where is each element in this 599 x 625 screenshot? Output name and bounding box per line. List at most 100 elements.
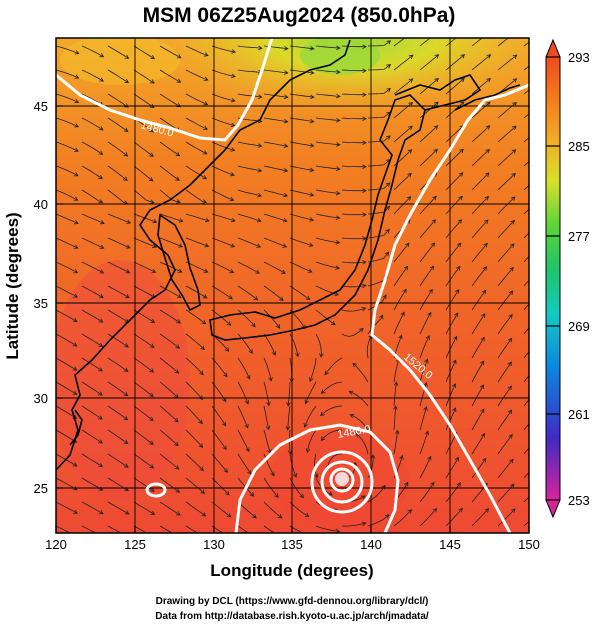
streamline (211, 501, 232, 518)
streamline (237, 237, 261, 248)
streamline (107, 141, 128, 157)
streamline (349, 391, 369, 407)
streamline-arrow (510, 219, 515, 225)
streamline (81, 429, 103, 444)
streamline (315, 285, 339, 296)
streamline (263, 237, 287, 248)
x-tick-label: 140 (360, 537, 382, 552)
streamline (367, 514, 390, 527)
streamline (289, 141, 314, 147)
streamline (471, 360, 485, 383)
streamline (237, 189, 262, 197)
streamline (56, 357, 77, 371)
streamline (341, 261, 366, 264)
streamline (445, 196, 463, 215)
streamline (367, 251, 390, 263)
streamline-arrow (307, 268, 313, 273)
streamline-arrow (456, 265, 461, 271)
streamline-arrow (231, 73, 236, 79)
streamline-arrow (511, 149, 517, 154)
streamline (307, 429, 317, 453)
streamline (341, 189, 367, 192)
streamline (133, 93, 155, 108)
streamline (133, 141, 154, 157)
streamline (185, 357, 204, 375)
streamline (445, 54, 465, 71)
streamline (315, 333, 322, 358)
streamline-arrow (313, 473, 319, 479)
streamline (523, 327, 529, 335)
streamline-arrow (74, 123, 80, 128)
streamline (56, 93, 79, 103)
streamline (211, 213, 236, 222)
streamline-arrow (385, 182, 391, 187)
streamline (419, 265, 434, 287)
streamline-arrow (73, 172, 79, 177)
typhoon-ring-outer (310, 450, 374, 514)
streamline-arrow (309, 46, 315, 51)
streamline-arrow (74, 147, 79, 152)
streamline-arrow (176, 319, 181, 324)
streamline-arrow (230, 172, 235, 177)
streamline-arrow (99, 510, 104, 515)
streamline-arrow (309, 167, 315, 173)
streamline (393, 312, 405, 335)
streamline (471, 101, 491, 119)
streamline-arrow (150, 55, 156, 60)
streamline (471, 508, 489, 527)
streamline (523, 41, 529, 47)
streamline-arrow (149, 199, 155, 204)
x-tick-label: 150 (518, 537, 540, 552)
streamline (497, 173, 516, 191)
streamline (81, 381, 103, 396)
streamline (393, 382, 397, 407)
streamline-arrow (480, 360, 485, 366)
streamline-arrow (362, 164, 367, 169)
streamline-arrow (98, 391, 103, 396)
streamline (133, 237, 157, 248)
streamline-arrow (228, 535, 232, 539)
streamline (107, 165, 128, 181)
streamline (393, 196, 411, 215)
streamline (352, 363, 369, 383)
streamline-arrow (536, 436, 540, 440)
streamline-arrow (222, 397, 227, 403)
streamline (211, 357, 228, 377)
streamline-arrow (73, 244, 79, 249)
streamline (497, 125, 517, 143)
streamline (237, 45, 262, 49)
streamline-arrow (458, 507, 463, 513)
streamline (107, 213, 131, 224)
streamline-arrow (461, 31, 465, 35)
streamline (445, 482, 461, 503)
streamline (211, 165, 235, 176)
streamline-arrow (336, 69, 341, 75)
streamline-arrow (427, 311, 432, 317)
streamline-arrow (510, 483, 515, 489)
streamline (133, 189, 155, 204)
streamline-arrow (98, 367, 103, 372)
streamline (497, 314, 513, 335)
streamline-arrow (149, 368, 155, 373)
streamline-arrow (149, 464, 155, 469)
streamline (497, 196, 516, 215)
streamline-arrow (482, 457, 487, 463)
streamline (133, 333, 155, 348)
streamline (159, 333, 180, 349)
streamline-arrow (393, 381, 399, 387)
streamline-arrow (283, 168, 289, 173)
streamline-arrow (99, 77, 105, 82)
streamline (523, 232, 529, 239)
streamline-arrow (508, 290, 514, 296)
streamline-arrow (483, 219, 489, 224)
streamline (471, 290, 487, 311)
streamline-arrow (535, 363, 539, 367)
streamline (393, 173, 412, 191)
streamline-arrow (349, 413, 355, 419)
streamline-arrow (176, 511, 181, 516)
streamline (81, 525, 97, 533)
streamline (107, 381, 128, 397)
streamline-arrow (309, 377, 314, 382)
streamline-arrow (303, 422, 308, 428)
streamline (107, 189, 128, 205)
